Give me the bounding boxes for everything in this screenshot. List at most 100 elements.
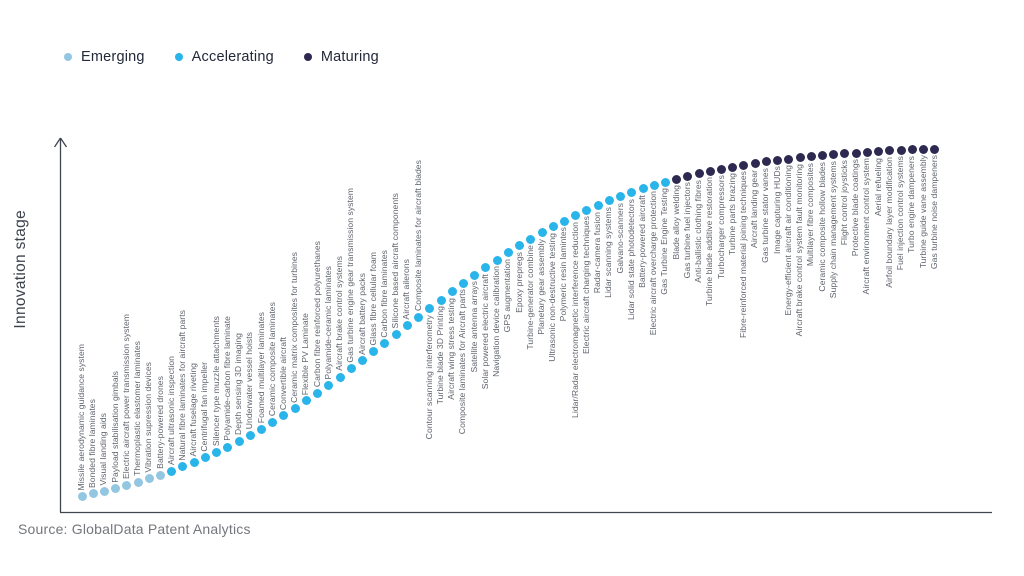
data-point xyxy=(784,154,794,164)
item-label: Payload stabilisation gimbals xyxy=(109,370,120,483)
data-point xyxy=(526,234,536,244)
item-label: Carbon fibre laminates xyxy=(378,249,389,338)
data-point xyxy=(245,430,255,440)
item-label: Lidar solid state photodetectors xyxy=(625,198,636,320)
data-point xyxy=(773,155,783,165)
data-point xyxy=(627,188,637,198)
data-point xyxy=(133,477,143,487)
data-point xyxy=(200,453,210,463)
item-label: Ceramic composite laminates xyxy=(266,302,277,417)
item-label: Aircraft ultrasonic inspection xyxy=(165,356,176,466)
data-point xyxy=(268,418,278,428)
legend-label-accelerating: Accelerating xyxy=(191,49,274,65)
emerging-dot-icon xyxy=(64,53,72,61)
data-point xyxy=(919,144,928,154)
item-label: Epoxy prepregs xyxy=(513,251,524,313)
item-label: Ceramic composite hollow blades xyxy=(816,161,827,292)
item-label: Turbo engine dampeners xyxy=(906,155,917,253)
item-label: Fuel injection control systems xyxy=(895,156,906,271)
data-point xyxy=(402,321,412,331)
data-point xyxy=(458,278,468,288)
legend: Emerging Accelerating Maturing xyxy=(64,49,379,65)
item-label: Contour scanning interferometry xyxy=(423,314,434,439)
item-label: Turbine-generator combine xyxy=(524,245,535,350)
data-point xyxy=(649,180,659,190)
accelerating-dot-icon xyxy=(174,53,183,61)
data-point xyxy=(358,355,367,365)
data-point xyxy=(616,192,626,202)
item-label: Lidar scanning systems xyxy=(603,206,614,298)
item-label: Navigation device calibration xyxy=(491,266,502,378)
data-point xyxy=(346,364,356,374)
data-point xyxy=(559,216,569,226)
item-label: Gas Turbine Engine Testing xyxy=(659,188,670,295)
item-label: Foamed multilayer laminates xyxy=(255,311,266,424)
data-point xyxy=(503,248,513,258)
data-point xyxy=(548,222,558,232)
legend-label-maturing: Maturing xyxy=(320,49,379,65)
data-point xyxy=(313,388,323,398)
item-label: Gas turbine stator vanes xyxy=(760,167,771,263)
data-point xyxy=(447,287,457,297)
data-point xyxy=(806,152,816,162)
item-label: Image capturing HUDs xyxy=(771,166,782,255)
data-point xyxy=(705,166,715,176)
item-label: Turbocharger compressors xyxy=(715,175,726,280)
item-label: Gas turbine noise dampeners xyxy=(928,155,939,270)
item-label: Flight control joysticks xyxy=(838,159,849,246)
item-label: Ultrasonic non-destructive testing xyxy=(547,232,558,362)
data-point xyxy=(694,169,704,179)
data-point xyxy=(223,442,233,452)
item-label: Anti-ballistic clothing fibres xyxy=(693,179,704,283)
data-point xyxy=(99,486,109,496)
legend-item-accelerating: Accelerating xyxy=(174,49,274,65)
item-label: Galvano-scanners xyxy=(614,202,625,274)
data-point xyxy=(436,295,446,305)
data-point xyxy=(818,151,828,161)
data-point xyxy=(515,241,525,251)
data-point xyxy=(728,162,738,172)
data-point xyxy=(885,146,895,156)
item-label: Battery-powered drones xyxy=(154,376,165,470)
item-label: Visual landing aids xyxy=(98,412,109,486)
data-point xyxy=(492,255,502,265)
item-label: Silicone based aircraft components xyxy=(390,193,401,329)
item-label: Aircraft environment control system xyxy=(861,158,872,295)
data-point xyxy=(335,372,345,382)
legend-item-emerging: Emerging xyxy=(64,49,145,65)
data-point xyxy=(851,148,861,158)
data-point xyxy=(178,462,188,472)
data-point xyxy=(604,196,614,206)
data-point xyxy=(391,329,401,339)
data-point xyxy=(907,145,917,155)
legend-item-maturing: Maturing xyxy=(303,49,379,65)
data-point xyxy=(593,201,603,210)
data-point xyxy=(279,411,289,421)
item-label: Convertible aircraft xyxy=(277,336,288,410)
item-label: Aircraft wing stress testing xyxy=(446,297,457,400)
data-point xyxy=(290,403,300,413)
item-label: Gas turbine engine gear transmission sys… xyxy=(345,188,356,363)
data-point xyxy=(660,177,670,187)
item-label: Supply chain management systems xyxy=(827,160,838,298)
data-point xyxy=(257,424,267,434)
item-label: Fibre-reinforced material joining techni… xyxy=(737,171,748,339)
y-axis-title: Innovation stage xyxy=(12,210,29,329)
item-label: Aircraft fuselage riveting xyxy=(188,362,199,457)
data-point xyxy=(896,145,906,155)
item-label: Depth sensing 3D imaging xyxy=(233,333,244,436)
data-point xyxy=(795,153,805,163)
data-point xyxy=(930,144,940,154)
data-point xyxy=(111,483,121,493)
item-label: Electric aircraft power transmission sys… xyxy=(120,314,131,480)
data-point xyxy=(88,489,98,499)
data-point xyxy=(425,304,435,313)
item-label: Natural fibre laminates for aircraft par… xyxy=(176,310,187,461)
item-label: Aircraft battery packs xyxy=(356,272,367,355)
item-label: Polymeric resin lamintes xyxy=(558,227,569,322)
data-point xyxy=(144,474,154,484)
data-point xyxy=(862,147,872,157)
item-label: Battery-powered aircraft xyxy=(637,194,647,288)
data-point xyxy=(167,466,177,476)
item-label: Satellite antenna arrays xyxy=(468,281,479,373)
